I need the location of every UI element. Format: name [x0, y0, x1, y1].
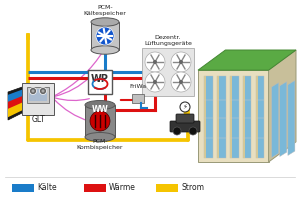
Polygon shape: [8, 94, 28, 110]
Bar: [230, 76, 232, 158]
Polygon shape: [288, 80, 295, 155]
Bar: [84, 184, 106, 192]
Bar: [204, 76, 213, 158]
Circle shape: [40, 88, 46, 95]
Text: WW: WW: [92, 104, 108, 114]
Circle shape: [171, 72, 191, 92]
Text: Kälte: Kälte: [37, 184, 57, 192]
Ellipse shape: [91, 18, 119, 26]
FancyBboxPatch shape: [176, 114, 194, 123]
Circle shape: [153, 60, 157, 64]
FancyBboxPatch shape: [170, 121, 200, 132]
Circle shape: [189, 127, 197, 135]
Bar: [132, 94, 144, 103]
Bar: [256, 76, 264, 158]
Bar: [29, 89, 47, 101]
Circle shape: [180, 102, 190, 112]
Bar: [22, 83, 54, 115]
Bar: [12, 184, 34, 192]
Circle shape: [153, 80, 157, 84]
Text: PCM-
Kombispeicher: PCM- Kombispeicher: [77, 139, 123, 150]
Bar: [142, 48, 194, 96]
Text: Strom: Strom: [181, 184, 204, 192]
Circle shape: [29, 88, 37, 95]
Circle shape: [171, 52, 191, 72]
Circle shape: [179, 60, 183, 64]
Bar: [27, 87, 49, 103]
Bar: [91, 22, 119, 50]
Text: WP: WP: [91, 74, 109, 84]
Text: GLT: GLT: [31, 115, 45, 124]
Circle shape: [32, 90, 34, 92]
Circle shape: [41, 90, 44, 92]
Ellipse shape: [91, 46, 119, 54]
Text: Wärme: Wärme: [109, 184, 136, 192]
Text: FriWa: FriWa: [129, 84, 147, 89]
Polygon shape: [8, 88, 28, 103]
Text: ⚡: ⚡: [183, 104, 188, 110]
Bar: [217, 76, 219, 158]
Polygon shape: [272, 83, 279, 158]
Bar: [243, 76, 245, 158]
Polygon shape: [280, 82, 287, 157]
Ellipse shape: [85, 132, 115, 142]
Bar: [230, 76, 238, 158]
Bar: [156, 184, 178, 192]
Polygon shape: [268, 50, 296, 162]
Ellipse shape: [90, 111, 110, 131]
Bar: [85, 105, 115, 137]
Bar: [204, 76, 206, 158]
Circle shape: [179, 80, 183, 84]
Bar: [198, 70, 268, 162]
Circle shape: [173, 127, 181, 135]
Polygon shape: [8, 85, 28, 120]
Polygon shape: [198, 50, 296, 70]
Ellipse shape: [96, 27, 114, 45]
Text: Dezentr.
Lüftungsgeräte: Dezentr. Lüftungsgeräte: [144, 35, 192, 46]
Bar: [256, 76, 258, 158]
Text: PCM-
Kältespeicher: PCM- Kältespeicher: [84, 5, 126, 16]
Circle shape: [145, 52, 165, 72]
Polygon shape: [8, 100, 28, 117]
Bar: [243, 76, 251, 158]
Circle shape: [145, 72, 165, 92]
Bar: [217, 76, 226, 158]
Ellipse shape: [85, 100, 115, 110]
FancyBboxPatch shape: [88, 70, 112, 94]
